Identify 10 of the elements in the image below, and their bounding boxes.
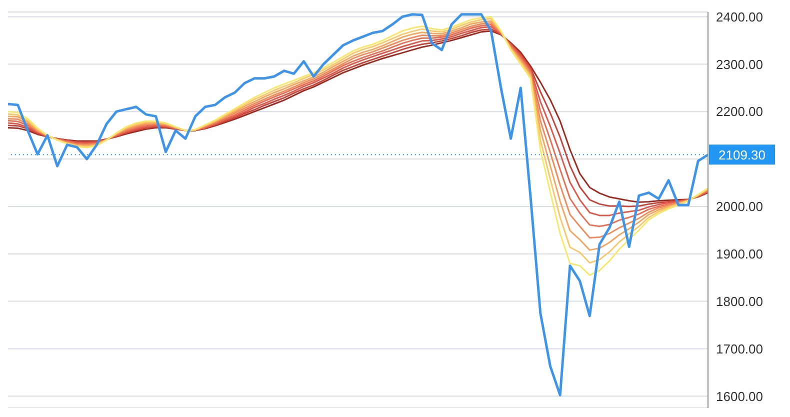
y-tick-label: 1900.00	[716, 246, 763, 262]
y-tick-label: 2000.00	[716, 199, 763, 214]
y-tick-label: 1700.00	[716, 341, 763, 356]
ref-line-label: 2109.30	[718, 148, 766, 163]
y-tick-label: 2300.00	[716, 56, 763, 72]
y-tick-label: 2200.00	[716, 104, 763, 120]
y-tick-label: 2400.00	[716, 9, 763, 24]
y-tick-label: 1600.00	[716, 388, 763, 404]
y-tick-label: 1800.00	[716, 294, 763, 309]
line-series	[8, 13, 710, 396]
